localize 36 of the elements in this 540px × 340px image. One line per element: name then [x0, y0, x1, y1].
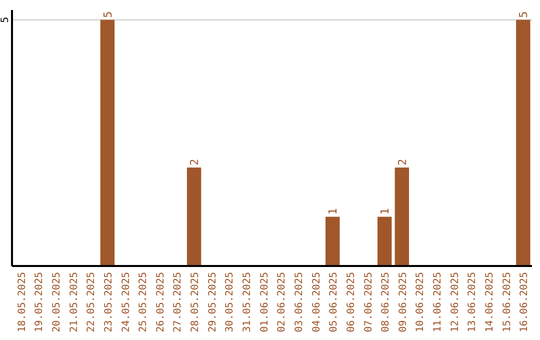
x-tick-label: 13.06.2025	[467, 272, 478, 332]
x-tick-label: 16.06.2025	[519, 272, 530, 332]
data-label: 2	[188, 158, 202, 166]
x-tick-label: 06.06.2025	[346, 272, 357, 332]
x-tick-label: 04.06.2025	[311, 272, 322, 332]
x-tick-label: 05.06.2025	[328, 272, 340, 332]
x-tick-label: 24.05.2025	[120, 272, 132, 332]
x-tick-label: 20.05.2025	[51, 272, 62, 332]
data-label: 5	[101, 11, 114, 18]
x-tick-label: 15.06.2025	[502, 272, 513, 332]
x-tick-label: 09.06.2025	[398, 272, 409, 332]
x-tick-label: 19.05.2025	[34, 272, 46, 332]
x-tick-label: 01.06.2025	[259, 272, 270, 332]
x-tick-label: 07.06.2025	[363, 272, 374, 332]
x-tick-label: 08.06.2025	[380, 272, 392, 332]
x-tick-label: 14.06.2025	[484, 272, 496, 332]
x-tick-label: 18.05.2025	[16, 272, 28, 332]
x-tick-label: 27.05.2025	[172, 272, 184, 332]
x-tick-label: 11.06.2025	[432, 272, 444, 332]
data-label: 1	[378, 208, 392, 215]
data-label: 5	[517, 11, 530, 18]
x-tick-label: 30.05.2025	[224, 272, 236, 332]
x-tick-label: 22.05.2025	[86, 272, 98, 332]
x-tick-label: 23.05.2025	[103, 272, 114, 332]
x-tick-label: 29.05.2025	[207, 272, 218, 332]
x-tick-label: 21.05.2025	[68, 272, 80, 332]
x-tick-label: 03.06.2025	[294, 272, 305, 332]
x-tick-label: 10.06.2025	[415, 272, 426, 332]
x-tick-label: 02.06.2025	[276, 272, 288, 332]
x-tick-label: 25.05.2025	[138, 272, 150, 332]
x-tick-label: 28.05.2025	[190, 272, 202, 332]
x-tick-label: 31.05.2025	[242, 272, 254, 332]
x-tick-label: 26.05.2025	[155, 272, 166, 332]
data-label: 1	[326, 208, 340, 215]
x-tick-label: 12.06.2025	[450, 272, 461, 332]
data-label: 2	[396, 158, 409, 166]
